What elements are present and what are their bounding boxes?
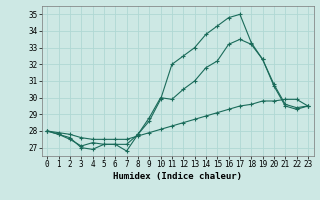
X-axis label: Humidex (Indice chaleur): Humidex (Indice chaleur) xyxy=(113,172,242,181)
